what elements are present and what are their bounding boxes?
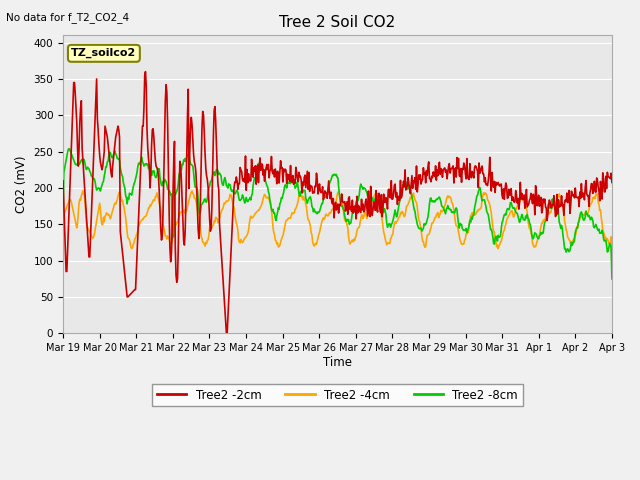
Tree2 -8cm: [421, 222, 429, 228]
Tree2 -2cm: [223, 330, 230, 336]
Y-axis label: CO2 (mV): CO2 (mV): [15, 156, 28, 213]
Tree2 -8cm: [126, 191, 134, 197]
Tree2 -8cm: [182, 159, 190, 165]
Tree2 -8cm: [59, 225, 67, 230]
Tree2 -4cm: [126, 240, 134, 246]
Tree2 -8cm: [70, 157, 77, 163]
Tree2 -4cm: [608, 264, 616, 270]
Tree2 -8cm: [608, 276, 616, 282]
Legend: Tree2 -2cm, Tree2 -4cm, Tree2 -8cm: Tree2 -2cm, Tree2 -4cm, Tree2 -8cm: [152, 384, 523, 406]
Tree2 -4cm: [69, 207, 77, 213]
Tree2 -2cm: [211, 104, 219, 109]
Tree2 -4cm: [182, 208, 190, 214]
Line: Tree2 -4cm: Tree2 -4cm: [63, 191, 612, 267]
Tree2 -8cm: [405, 183, 413, 189]
X-axis label: Time: Time: [323, 356, 352, 369]
Line: Tree2 -8cm: Tree2 -8cm: [63, 149, 612, 279]
Tree2 -2cm: [608, 180, 616, 185]
Tree2 -8cm: [65, 146, 73, 152]
Tree2 -2cm: [182, 196, 190, 202]
Tree2 -2cm: [141, 69, 149, 74]
Tree2 -2cm: [406, 185, 413, 191]
Tree2 -4cm: [421, 244, 429, 250]
Text: TZ_soilco2: TZ_soilco2: [71, 48, 136, 59]
Tree2 -2cm: [125, 292, 133, 298]
Text: No data for f_T2_CO2_4: No data for f_T2_CO2_4: [6, 12, 129, 23]
Tree2 -2cm: [422, 180, 429, 186]
Line: Tree2 -2cm: Tree2 -2cm: [63, 72, 612, 333]
Tree2 -4cm: [79, 188, 86, 194]
Tree2 -4cm: [211, 219, 219, 225]
Tree2 -4cm: [59, 252, 67, 258]
Tree2 -2cm: [59, 178, 67, 183]
Tree2 -2cm: [69, 101, 77, 107]
Tree2 -4cm: [405, 199, 413, 205]
Title: Tree 2 Soil CO2: Tree 2 Soil CO2: [279, 15, 396, 30]
Tree2 -8cm: [211, 173, 219, 179]
